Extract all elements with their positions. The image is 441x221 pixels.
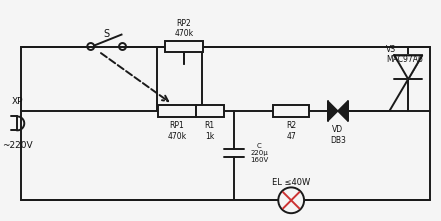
Bar: [158, 105, 196, 117]
Polygon shape: [394, 55, 422, 79]
Text: VD
DB3: VD DB3: [330, 125, 346, 145]
Text: R2
47: R2 47: [286, 121, 296, 141]
Text: C
220μ
160V: C 220μ 160V: [250, 143, 269, 163]
Circle shape: [278, 187, 304, 213]
Text: XP: XP: [11, 97, 23, 106]
Text: RP2
470k: RP2 470k: [175, 19, 194, 38]
Polygon shape: [328, 101, 338, 121]
Text: VS
MAC97A6: VS MAC97A6: [386, 45, 423, 64]
Text: R1
1k: R1 1k: [205, 121, 215, 141]
Text: S: S: [104, 29, 110, 39]
Text: RP1
470k: RP1 470k: [168, 121, 187, 141]
Bar: [196, 105, 224, 117]
Text: EL ≤40W: EL ≤40W: [272, 178, 310, 187]
Text: ~220V: ~220V: [2, 141, 33, 150]
Bar: [273, 105, 309, 117]
Bar: [165, 40, 203, 52]
Polygon shape: [338, 101, 348, 121]
